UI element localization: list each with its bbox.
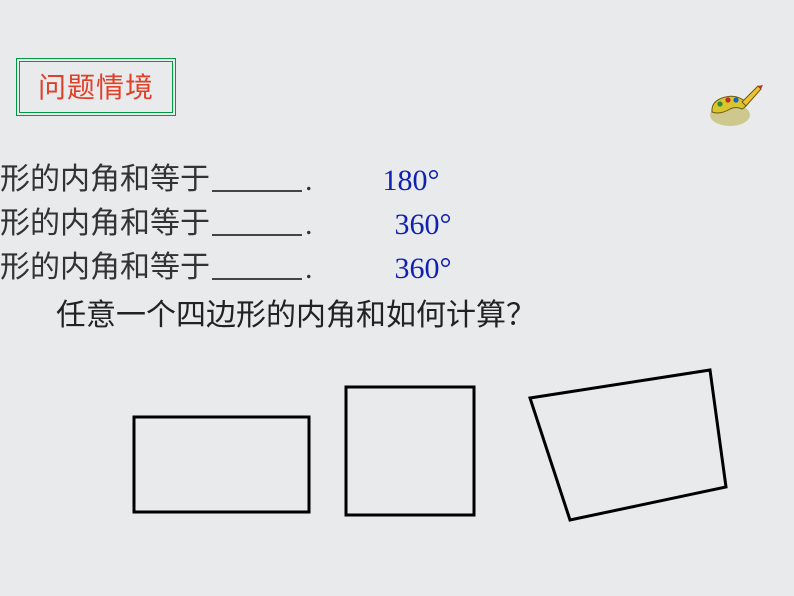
blank-line [212, 190, 302, 192]
fill-blank-list: 形的内角和等于 . 180° 形的内角和等于 . 360° 形的内角和等于 . … [0, 158, 483, 290]
period: . [305, 164, 313, 198]
fill-blank-row: 形的内角和等于 . 360° [0, 202, 483, 242]
fill-blank-row: 形的内角和等于 . 360° [0, 246, 483, 286]
question-text: 任意一个四边形的内角和如何计算？ [56, 290, 536, 334]
blank-line [212, 278, 302, 280]
quadrilateral-shape [530, 370, 726, 520]
row-answer: 360° [383, 252, 483, 286]
square-shape [346, 387, 474, 515]
row-lhs: 形的内角和等于 [0, 242, 210, 286]
row-lhs: 形的内角和等于 [0, 154, 210, 198]
fill-blank-row: 形的内角和等于 . 180° [0, 158, 483, 198]
blank-line [212, 234, 302, 236]
row-answer: 360° [383, 208, 483, 242]
row-answer: 180° [383, 164, 483, 198]
period: . [305, 208, 313, 242]
header-title: 问题情境 [38, 73, 154, 104]
row-lhs: 形的内角和等于 [0, 198, 210, 242]
header-box: 问题情境 [16, 58, 176, 116]
paint-brush-icon [708, 82, 764, 133]
period: . [305, 252, 313, 286]
shapes-area [0, 362, 794, 562]
rectangle-shape [134, 417, 309, 512]
